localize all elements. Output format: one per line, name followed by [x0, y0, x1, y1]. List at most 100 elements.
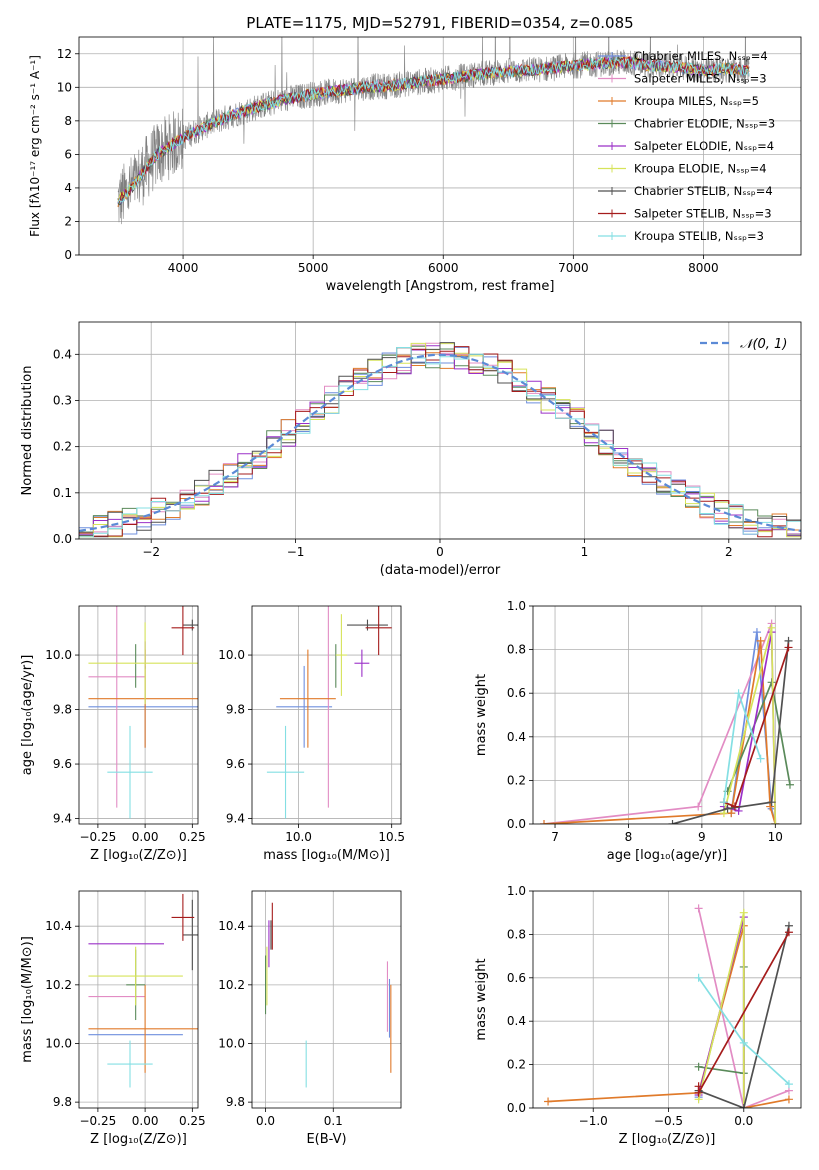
weight_vs_age-series-kroupa_elodie	[719, 623, 780, 824]
spectrum-plot-area	[79, 37, 801, 255]
weight_vs_age-series-kroupa_stelib	[719, 689, 765, 807]
age_vs_Z-xtick-label: 0.25	[179, 830, 206, 844]
residuals-ytick-label: 0.4	[53, 347, 72, 361]
mass_vs_ebv-ytick-label: 10.2	[218, 978, 245, 992]
weight_vs_Z-marker-chabrier_stelib	[739, 1104, 748, 1108]
weight_vs_age-ytick-label: 0.4	[507, 730, 526, 744]
weight_vs_age-marker-kroupa_miles	[727, 809, 736, 818]
age_vs_Z-point-salpeter_miles	[88, 606, 146, 808]
spectrum-xtick-label: 8000	[688, 261, 719, 275]
mass_vs_Z-ytick-label: 9.8	[53, 1095, 72, 1109]
weight_vs_Z-marker-salpeter_stelib	[784, 928, 793, 937]
weight_vs_age-series-salpeter_miles	[540, 619, 776, 824]
weight_vs_Z-marker-salpeter_miles	[694, 904, 703, 913]
mass_vs_ebv-ytick-label: 10.0	[218, 1036, 245, 1050]
mass_vs_ebv-axes	[248, 890, 402, 1112]
age_vs_Z-ytick-label: 9.8	[53, 703, 72, 717]
residuals-ylabel: Normed distribution	[20, 366, 35, 496]
age_vs_mass-axes	[248, 605, 402, 828]
weight_vs_age-marker-chabrier_stelib	[668, 820, 677, 824]
age_vs_mass-frame	[251, 605, 402, 825]
residuals-xtick-label: 1	[581, 545, 589, 559]
age_vs_mass-grid	[252, 606, 401, 824]
age_vs_Z-ytick-label: 9.6	[53, 757, 72, 771]
weight_vs_age-marker-salpeter_stelib	[730, 802, 739, 811]
age_vs_Z-ylabel: age [log₁₀(age/yr)]	[20, 655, 35, 776]
weight_vs_Z-marker-chabrier_elodie	[694, 1062, 703, 1071]
residual-hist-kroupa_stelib	[79, 347, 801, 538]
spectrum-legend	[598, 52, 626, 240]
mass_vs_Z-xtick-label: 0.00	[132, 1114, 159, 1128]
weight_vs_Z-xtick-label: −1.0	[579, 1114, 608, 1128]
residuals-plot-area	[79, 322, 801, 539]
spectrum-xtick-label: 6000	[428, 261, 459, 275]
age_vs_mass-ytick-label: 9.4	[226, 812, 245, 826]
weight_vs_age-series-kroupa_miles	[540, 636, 780, 824]
mass_vs_Z-plot-area	[79, 891, 198, 1108]
weight_vs_age-marker-chabrier_elodie	[767, 678, 776, 687]
age_vs_Z-xtick-label: 0.00	[132, 830, 159, 844]
spectrum-legend-label: Salpeter ELODIE, Nₛₛₚ=4	[634, 139, 774, 153]
age_vs_mass-xtick-label: 10.5	[378, 830, 405, 844]
residuals-ytick-label: 0.2	[53, 440, 72, 454]
mass_vs_Z-point-kroupa_miles	[88, 984, 198, 1073]
weight_vs_age-ytick-label: 0.2	[507, 773, 526, 787]
weight_vs_Z-axes	[529, 890, 802, 1112]
spectrum-ytick-label: 12	[57, 47, 72, 61]
weight_vs_Z-ytick-label: 0.2	[507, 1058, 526, 1072]
weight_vs_Z-ytick-label: 0.8	[507, 927, 526, 941]
residuals-ytick-label: 0.0	[53, 532, 72, 546]
weight_vs_Z-ytick-label: 0.4	[507, 1014, 526, 1028]
weight_vs_Z-ylabel: mass weight	[474, 958, 489, 1040]
age_vs_mass-point-salpeter_elodie	[354, 649, 370, 677]
residuals-frame	[78, 321, 802, 540]
age_vs_Z-point-kroupa_elodie	[88, 622, 198, 705]
weight_vs_age-frame	[532, 605, 802, 825]
mass_vs_Z-point-chabrier_stelib	[182, 899, 198, 971]
weight_vs_Z-marker-kroupa_elodie	[739, 908, 748, 917]
spectrum-legend-label: Kroupa STELIB, Nₛₛₚ=3	[634, 229, 764, 243]
weight_vs_age-marker-chabrier_elodie	[785, 780, 794, 789]
residuals-xtick-label: 2	[725, 545, 733, 559]
mass_vs_Z-ytick-label: 10.2	[45, 978, 72, 992]
residuals-xlabel: (data-model)/error	[380, 563, 501, 578]
weight_vs_age-marker-kroupa_miles	[540, 820, 549, 824]
mass_vs_Z-xtick-label: 0.25	[179, 1114, 206, 1128]
weight_vs_Z-grid	[533, 891, 801, 1108]
weight_vs_Z-ytick-label: 1.0	[507, 884, 526, 898]
age_vs_mass-point-kroupa_miles	[279, 649, 336, 748]
mass_vs_ebv-xtick-label: 0.1	[324, 1114, 343, 1128]
mass_vs_Z-xtick-label: −0.25	[79, 1114, 116, 1128]
weight_vs_age-ylabel: mass weight	[474, 674, 489, 756]
weight_vs_Z-ytick-label: 0.6	[507, 971, 526, 985]
spectrum-legend-label: Chabrier ELODIE, Nₛₛₚ=3	[634, 117, 775, 131]
weight_vs_age-plot-area	[533, 606, 801, 824]
weight_vs_age-xtick-label: 10	[768, 830, 783, 844]
weight_vs_age-marker-chabrier_stelib	[723, 804, 732, 813]
spectrum-model-kroupa_stelib	[117, 57, 750, 203]
age_vs_Z-xtick-label: −0.25	[79, 830, 116, 844]
weight_vs_age-marker-salpeter_miles	[694, 802, 703, 811]
mass_vs_ebv-xlabel: E(B-V)	[306, 1132, 346, 1147]
weight_vs_Z-xtick-label: 0.0	[734, 1114, 753, 1128]
weight_vs_age-marker-kroupa_elodie	[771, 820, 780, 824]
weight_vs_Z-marker-kroupa_miles	[784, 1095, 793, 1104]
spectrum-ytick-label: 4	[64, 181, 72, 195]
mass_vs_ebv-xtick-label: 0.0	[256, 1114, 275, 1128]
age_vs_mass-point-chabrier_miles	[276, 665, 333, 748]
age_vs_Z-point-chabrier_stelib	[182, 619, 198, 631]
age_vs_mass-xlabel: mass [log₁₀(M/M⊙)]	[263, 848, 390, 863]
weight_vs_Z-line-chabrier_stelib	[698, 925, 790, 1108]
weight_vs_Z-line-salpeter_miles	[697, 908, 790, 1108]
weight_vs_Z-series-kroupa_stelib	[694, 973, 793, 1089]
spectrum-xtick-label: 4000	[168, 261, 199, 275]
age_vs_mass-plot-area	[252, 606, 401, 824]
weight_vs_age-marker-chabrier_stelib	[767, 798, 776, 807]
mass_vs_Z-ytick-label: 10.0	[45, 1036, 72, 1050]
weight_vs_age-line-salpeter_miles	[543, 623, 773, 824]
age_vs_mass-point-salpeter_stelib	[365, 606, 392, 656]
mass_vs_ebv-grid	[252, 891, 401, 1108]
weight_vs_Z-frame	[532, 890, 802, 1109]
weight_vs_age-marker-kroupa_elodie	[767, 623, 776, 632]
weight_vs_Z-xtick-label: −0.5	[654, 1114, 683, 1128]
